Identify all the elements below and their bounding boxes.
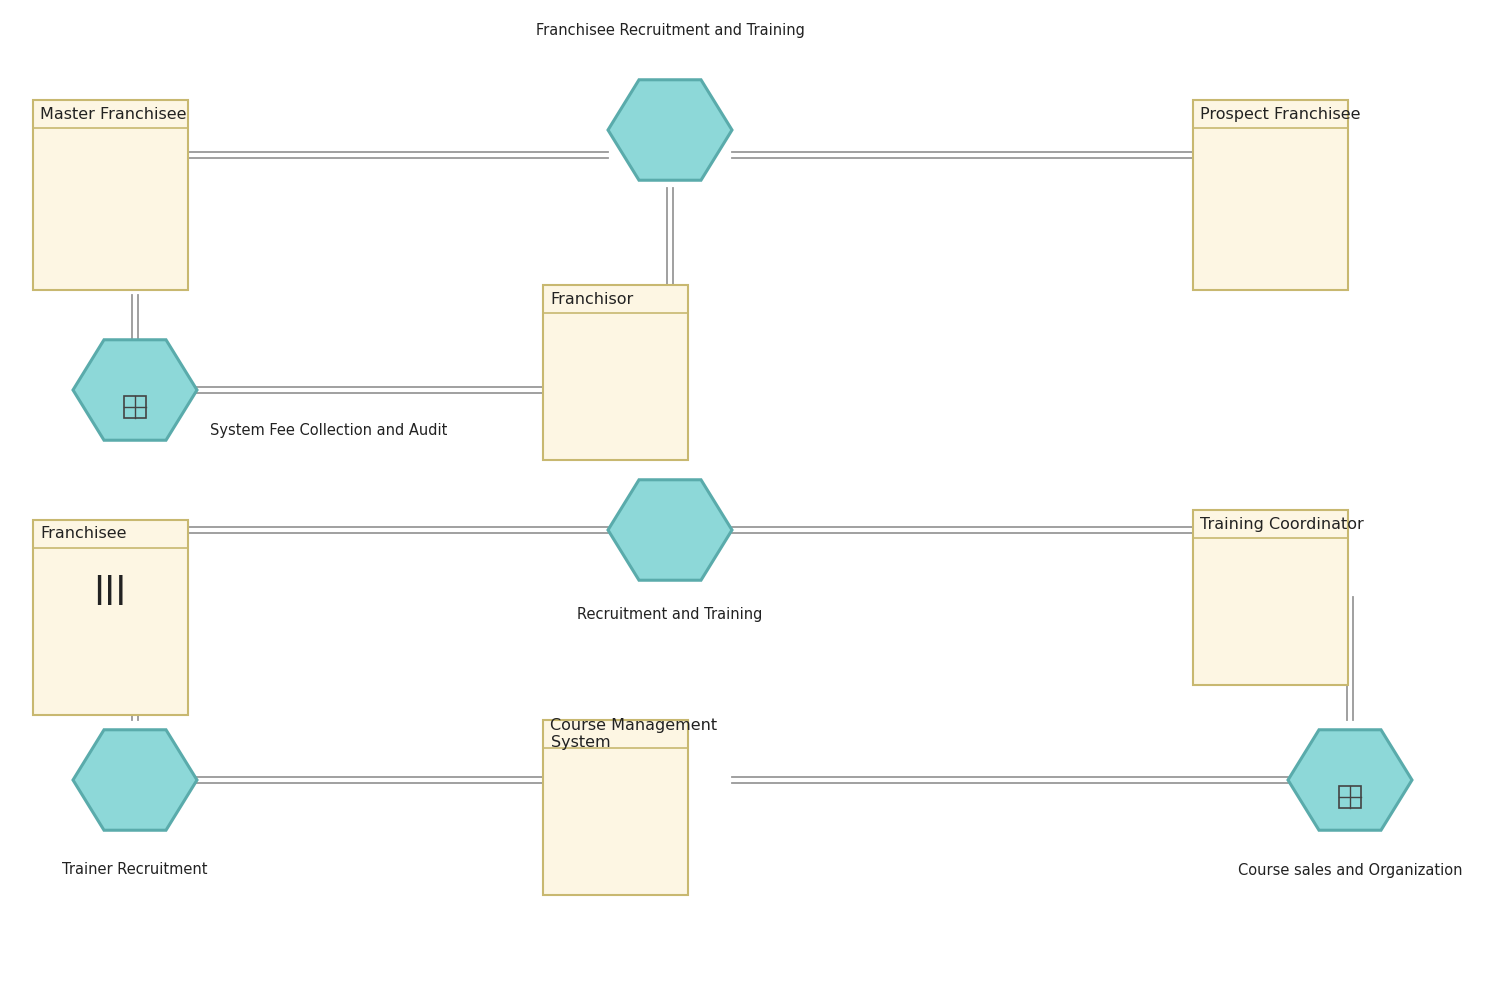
Text: Course sales and Organization: Course sales and Organization	[1238, 862, 1462, 877]
Text: System Fee Collection and Audit: System Fee Collection and Audit	[210, 422, 447, 437]
Text: Recruitment and Training: Recruitment and Training	[578, 608, 762, 623]
Text: Prospect Franchisee: Prospect Franchisee	[1200, 107, 1360, 122]
Bar	[543, 285, 687, 460]
Text: |||: |||	[93, 575, 126, 605]
Text: Franchisee Recruitment and Training: Franchisee Recruitment and Training	[536, 23, 804, 38]
Bar	[1192, 510, 1347, 685]
Text: Franchisee: Franchisee	[40, 527, 128, 542]
Bar	[124, 396, 146, 418]
Text: Master Franchisee: Master Franchisee	[40, 107, 188, 122]
Text: Training Coordinator: Training Coordinator	[1200, 517, 1365, 532]
Bar	[1340, 786, 1360, 808]
Text: Franchisor: Franchisor	[550, 291, 633, 306]
Text: Course Management
System: Course Management System	[550, 718, 717, 750]
Text: Trainer Recruitment: Trainer Recruitment	[62, 862, 207, 877]
Bar	[543, 720, 687, 895]
Bar	[33, 100, 188, 290]
Bar	[1192, 100, 1347, 290]
Polygon shape	[74, 339, 196, 440]
Polygon shape	[1288, 730, 1412, 830]
Polygon shape	[74, 730, 196, 830]
Polygon shape	[608, 480, 732, 580]
Bar	[33, 520, 188, 715]
Polygon shape	[608, 80, 732, 181]
